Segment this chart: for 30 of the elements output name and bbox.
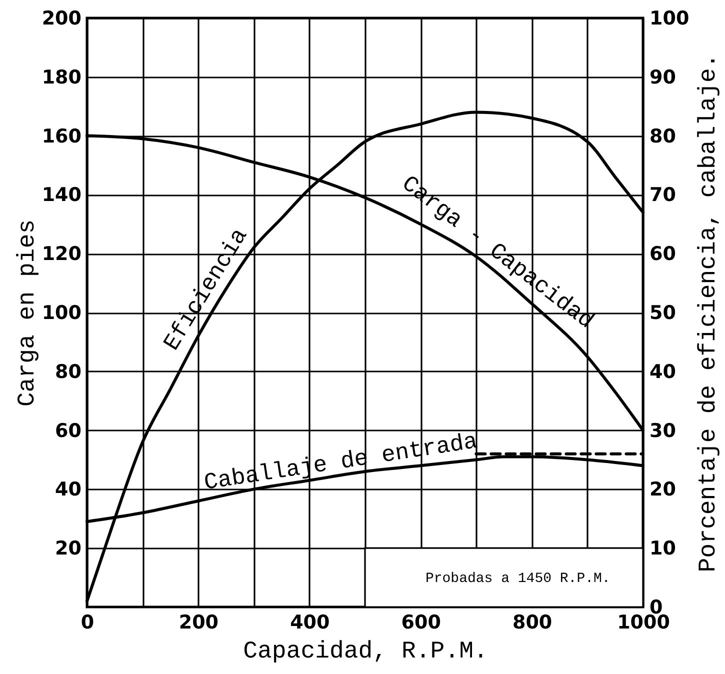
- y-axis-title: Carga en pies: [14, 219, 42, 407]
- x-tick-label: 0: [80, 612, 94, 634]
- y-tick-label: 100: [42, 302, 82, 324]
- y-tick-label: 180: [42, 66, 82, 88]
- y2-tick-label: 90: [650, 66, 676, 88]
- y2-tick-label: 20: [650, 478, 676, 501]
- y2-tick-label: 10: [650, 538, 676, 560]
- y-tick-label: 60: [55, 420, 82, 442]
- x-tick-label: 200: [178, 612, 219, 634]
- x-tick-label: 800: [512, 612, 552, 634]
- y2-tick-label: 40: [650, 360, 676, 383]
- x-tick-label: 600: [401, 612, 441, 634]
- annotation: Probadas a 1450 R.P.M.: [425, 571, 610, 587]
- y2-tick-label: 80: [650, 125, 676, 148]
- y-tick-label: 40: [55, 478, 82, 501]
- y-tick-label: 80: [55, 360, 82, 383]
- y2-tick-label: 60: [650, 243, 676, 266]
- x-axis-title: Capacidad, R.P.M.: [243, 638, 488, 666]
- y-tick-label: 140: [42, 184, 82, 206]
- y2-tick-label: 70: [650, 184, 676, 206]
- y-tick-label: 20: [55, 538, 82, 560]
- y2-tick-label: 100: [650, 8, 690, 30]
- y2-tick-label: 50: [650, 302, 676, 324]
- y-tick-label: 160: [42, 125, 82, 148]
- text: Caballaje de entrada: [202, 428, 480, 496]
- y2-axis-title: Porcentaje de eficiencia, caballaje.: [696, 54, 722, 572]
- y-tick-label: 200: [42, 8, 82, 30]
- x-tick-label: 400: [290, 612, 330, 634]
- y-tick-label: 120: [42, 243, 82, 266]
- y2-tick-label: 30: [650, 420, 676, 442]
